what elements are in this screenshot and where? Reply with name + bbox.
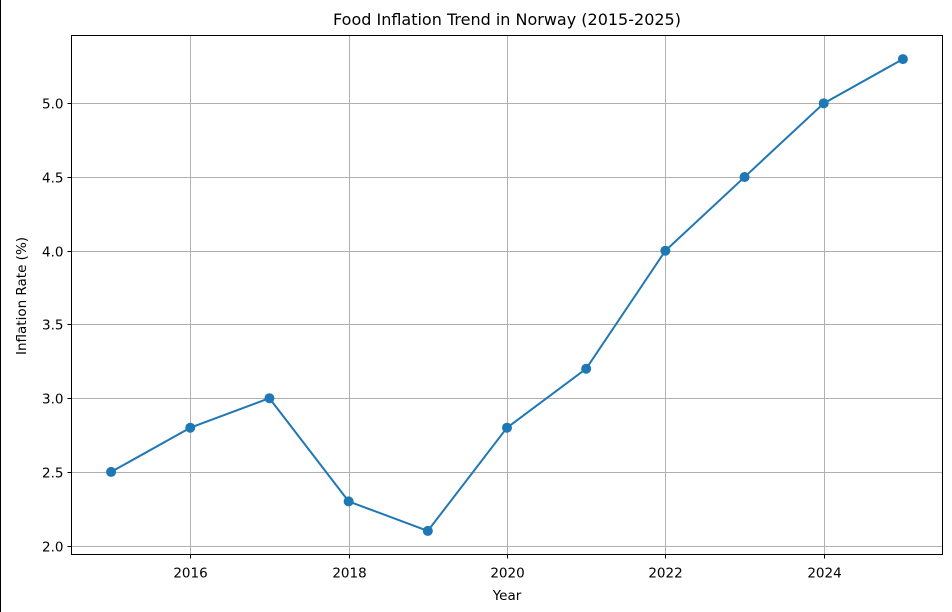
data-point-2015: [106, 466, 117, 477]
data-point-2017: [264, 393, 275, 404]
data-point-2022: [660, 245, 671, 256]
x-tick-label: 2016: [173, 566, 207, 582]
y-tick-label: 3.5: [42, 318, 63, 334]
y-tick-label: 4.0: [42, 245, 63, 261]
data-point-2018: [343, 496, 354, 507]
y-axis-label: Inflation Rate (%): [14, 237, 30, 355]
x-axis-label: Year: [492, 588, 522, 604]
data-point-2020: [502, 422, 512, 433]
y-tick-label: 3.0: [42, 392, 63, 408]
axis-ticks: 2016 2018 2020 2022 2024 2.0 2.5 3.0 3.5 4.0 4.5 5.…: [42, 97, 842, 582]
y-tick-label: 5.0: [42, 97, 63, 113]
data-point-2023: [739, 172, 750, 183]
x-tick-label: 2020: [490, 566, 524, 582]
x-tick-label: 2024: [807, 566, 841, 582]
x-tick-label: 2018: [332, 566, 366, 582]
data-point-2024: [818, 98, 829, 109]
gridlines: [71, 35, 943, 555]
x-tick-label: 2022: [648, 566, 682, 582]
data-points: [106, 54, 908, 536]
data-point-2025: [897, 54, 908, 65]
y-tick-label: 2.0: [42, 540, 63, 556]
data-point-2019: [422, 525, 433, 536]
y-tick-label: 2.5: [42, 466, 63, 482]
plot-area: [71, 35, 943, 555]
chart-title: Food Inflation Trend in Norway (2015-202…: [333, 10, 681, 29]
y-tick-label: 4.5: [42, 171, 63, 187]
data-point-2016: [185, 422, 196, 433]
data-point-2021: [581, 363, 592, 374]
